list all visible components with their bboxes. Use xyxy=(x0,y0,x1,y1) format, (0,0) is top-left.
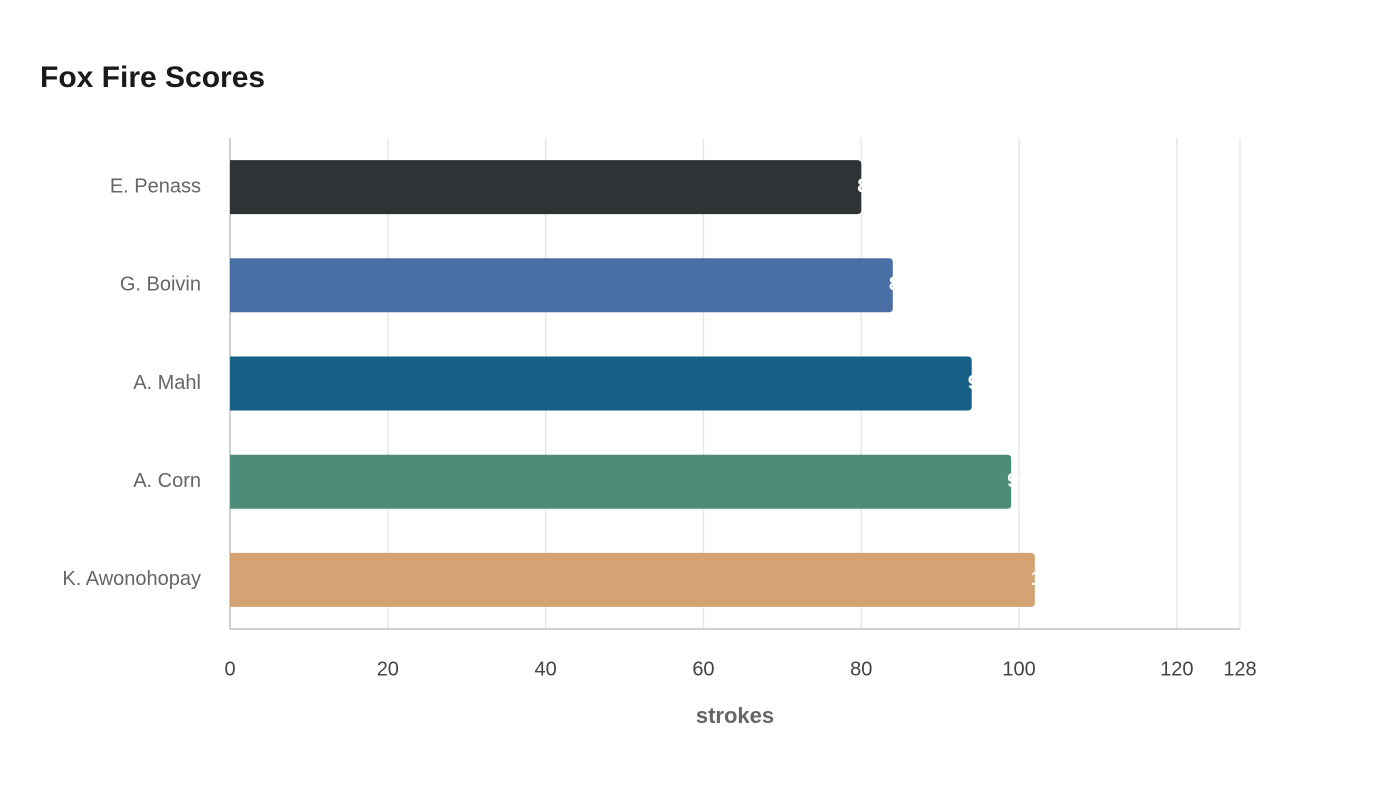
bar xyxy=(230,552,1035,607)
y-tick-label: K. Awonohopay xyxy=(62,568,201,590)
x-tick-label: 60 xyxy=(692,658,714,680)
data-label: 102 xyxy=(1031,568,1064,590)
bar xyxy=(230,258,893,313)
x-axis-label: strokes xyxy=(696,703,774,728)
y-tick-label: G. Boivin xyxy=(120,274,201,296)
data-label: 99 xyxy=(1007,470,1029,492)
x-tick-label: 0 xyxy=(224,658,235,680)
x-tick-label: 120 xyxy=(1160,658,1193,680)
x-tick-label: 40 xyxy=(535,658,557,680)
bar xyxy=(230,160,862,215)
x-tick-label: 20 xyxy=(377,658,399,680)
bar xyxy=(230,356,972,411)
y-tick-label: E. Penass xyxy=(110,175,201,197)
data-label: 84 xyxy=(889,274,912,296)
bar xyxy=(230,454,1012,509)
x-tick-label: 128 xyxy=(1223,658,1256,680)
x-tick-label: 100 xyxy=(1002,658,1035,680)
data-label: 94 xyxy=(968,372,991,394)
x-tick-label: 80 xyxy=(850,658,872,680)
chart-title: Fox Fire Scores xyxy=(40,61,265,94)
data-label: 80 xyxy=(857,175,879,197)
y-tick-label: A. Corn xyxy=(133,470,201,492)
y-tick-label: A. Mahl xyxy=(133,372,201,394)
